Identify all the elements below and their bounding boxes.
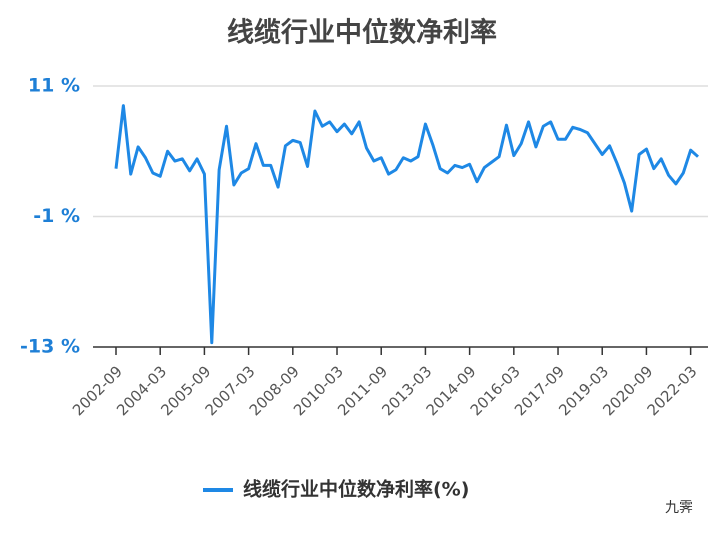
watermark: 九霁 xyxy=(665,500,693,516)
legend-label: 线缆行业中位数净利率(%) xyxy=(243,478,469,501)
y-tick-label: -13 % xyxy=(20,336,80,358)
y-tick-label: 11 % xyxy=(28,75,80,97)
y-tick-label: -1 % xyxy=(33,205,80,227)
chart-title: 线缆行业中位数净利率 xyxy=(227,17,497,49)
data-line xyxy=(114,104,699,345)
